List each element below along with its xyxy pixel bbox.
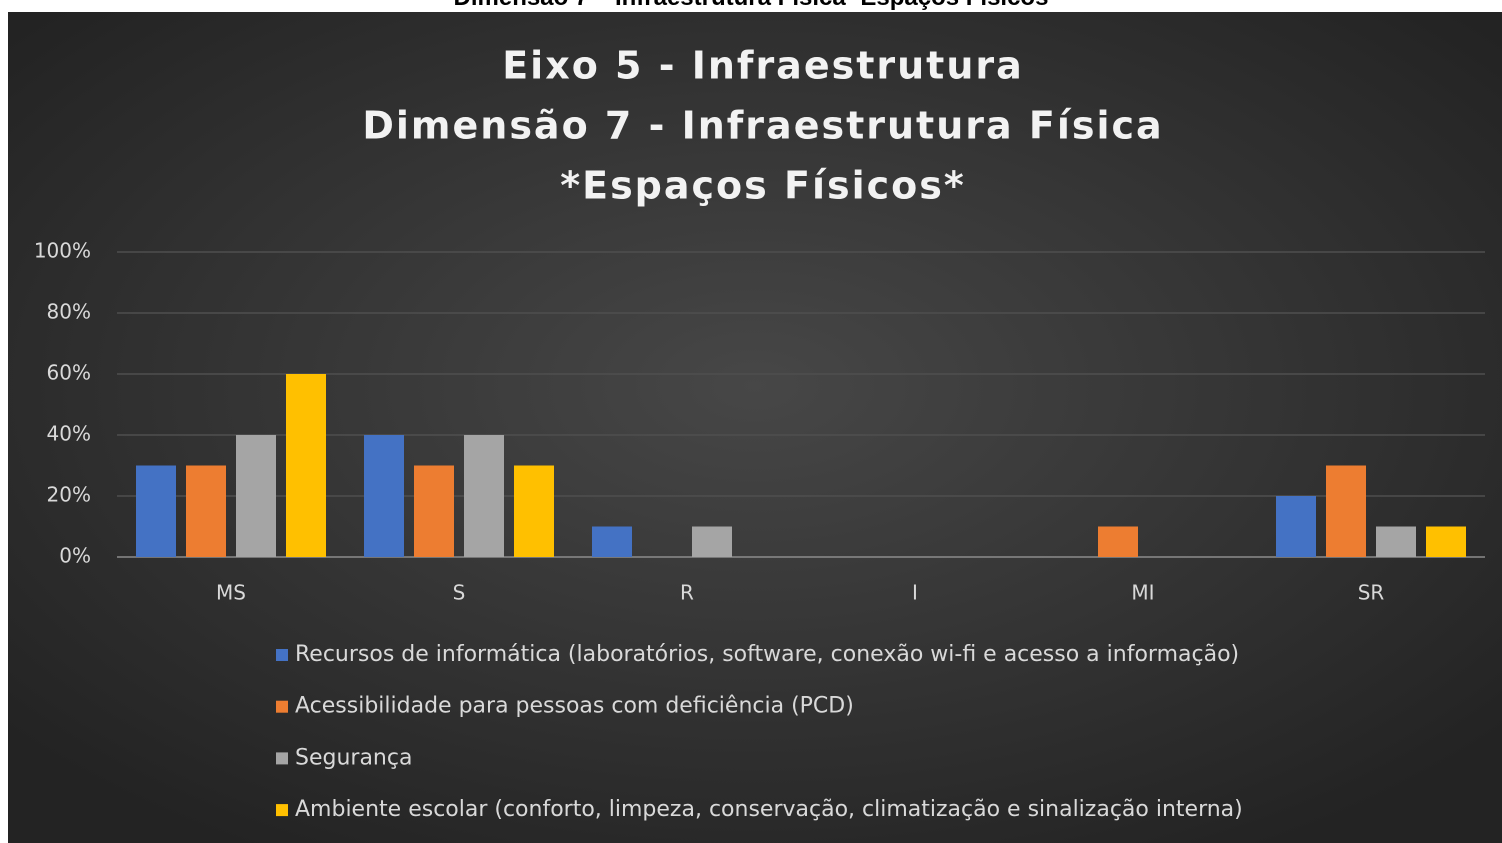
bar: [236, 435, 276, 557]
y-tick-label: 100%: [34, 239, 91, 263]
legend-label: Acessibilidade para pessoas com deficiên…: [295, 694, 854, 719]
bar: [592, 526, 632, 557]
bar: [364, 435, 404, 557]
legend-swatch: [276, 752, 288, 765]
x-tick-label: S: [453, 581, 466, 605]
chart-title: *Espaços Físicos*: [560, 164, 966, 208]
x-tick-label: MS: [216, 581, 246, 605]
bar: [464, 435, 504, 557]
legend-label: Segurança: [295, 745, 412, 770]
y-tick-label: 0%: [59, 544, 91, 568]
legend-label: Ambiente escolar (conforto, limpeza, con…: [295, 797, 1243, 822]
y-tick-label: 20%: [47, 483, 91, 507]
chart-title: Dimensão 7 - Infraestrutura Física: [362, 104, 1163, 148]
y-tick-label: 60%: [47, 361, 91, 385]
bar: [1326, 465, 1366, 557]
bar: [1376, 526, 1416, 557]
bar: [514, 465, 554, 557]
legend-swatch: [276, 804, 288, 817]
legend-swatch: [276, 649, 288, 661]
x-tick-label: R: [680, 581, 694, 605]
bar: [1276, 496, 1316, 557]
chart-title: Eixo 5 - Infraestrutura: [502, 44, 1024, 88]
bar: [136, 465, 176, 557]
x-tick-label: MI: [1131, 581, 1154, 605]
bar: [692, 526, 732, 557]
bar: [286, 374, 326, 557]
bar: [414, 465, 454, 557]
legend-label: Recursos de informática (laboratórios, s…: [295, 642, 1239, 667]
bar: [1426, 526, 1466, 557]
caption-box: Dimensão 7 – Infraestrutura Física -Espa…: [0, 0, 1502, 12]
caption: Dimensão 7 – Infraestrutura Física -Espa…: [0, 0, 1502, 12]
bar: [186, 465, 226, 557]
y-tick-label: 80%: [47, 300, 91, 324]
chart-background: [8, 12, 1502, 843]
x-tick-label: SR: [1358, 581, 1385, 605]
bar: [1098, 526, 1138, 557]
x-tick-label: I: [912, 581, 918, 605]
y-tick-label: 40%: [47, 422, 91, 446]
legend-swatch: [276, 700, 288, 713]
